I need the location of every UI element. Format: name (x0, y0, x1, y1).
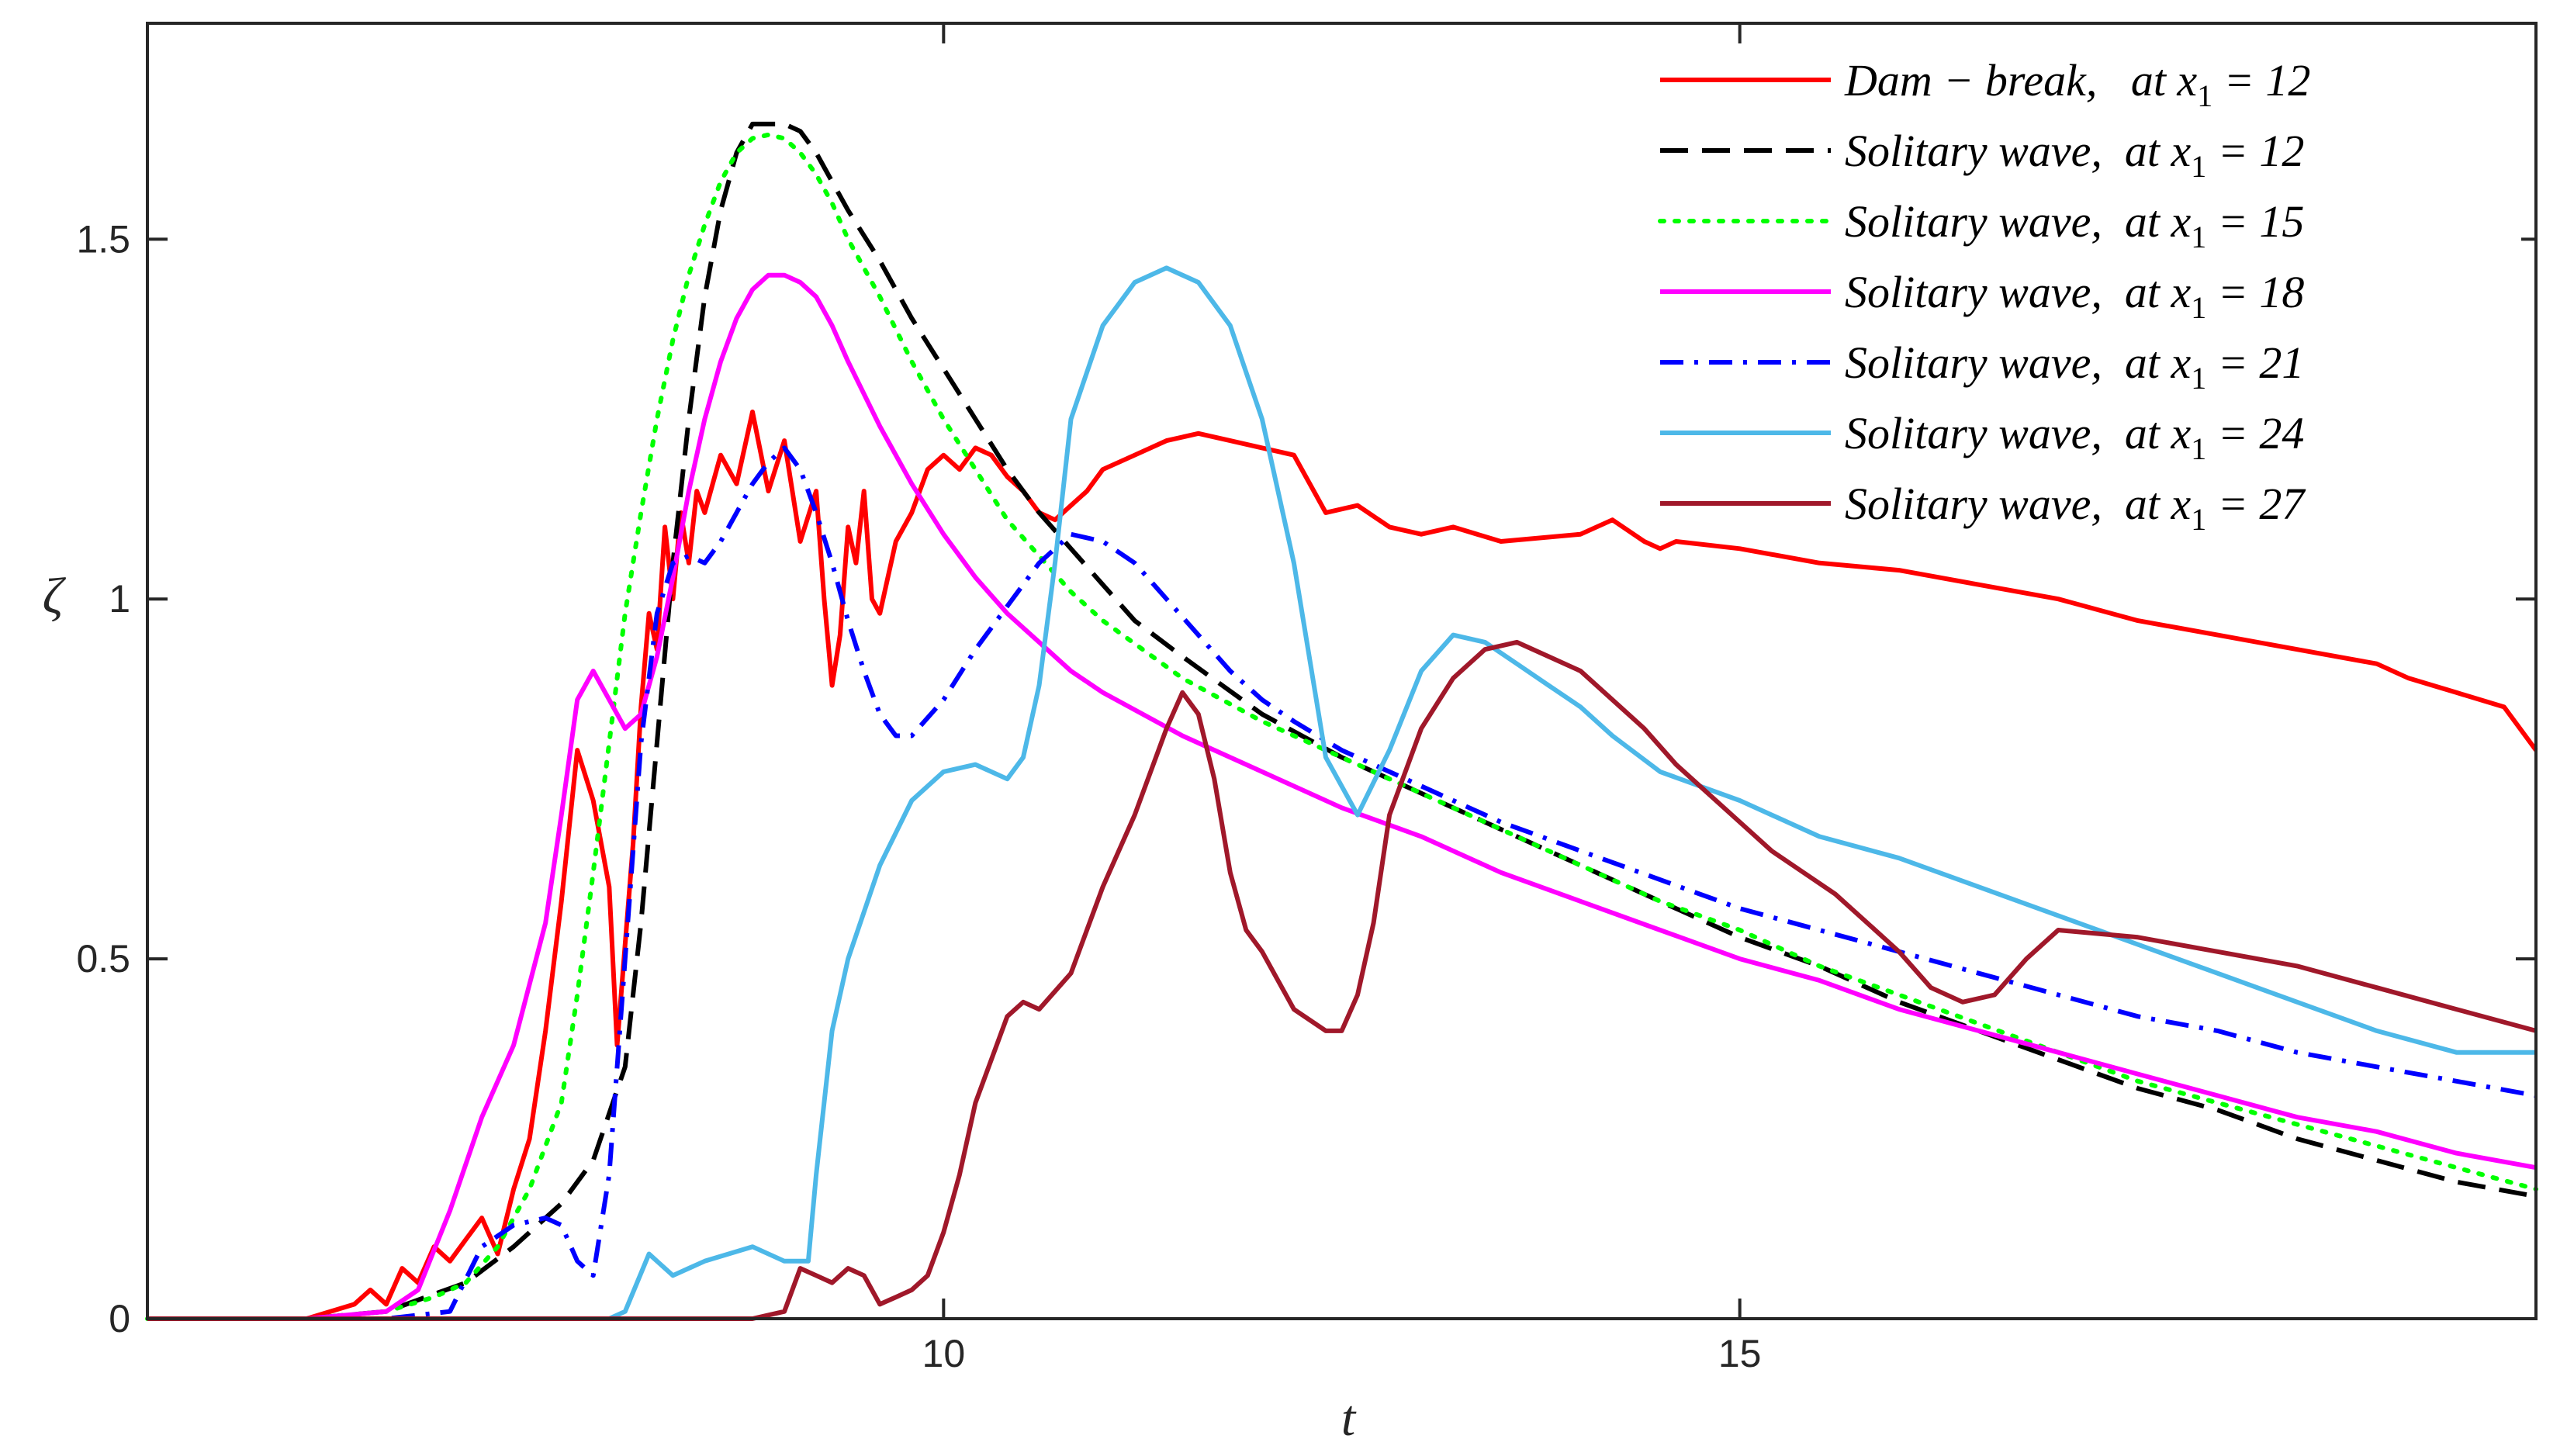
legend-label: Dam − break, at x1 = 12 (1844, 55, 2310, 113)
y-axis-title: ζ (43, 568, 67, 624)
plot-area-frame (146, 22, 2538, 1320)
legend-entry: Solitary wave, at x1 = 24 (1660, 408, 2304, 466)
legend-label: Solitary wave, at x1 = 15 (1845, 196, 2304, 254)
series-line-6 (147, 265, 2536, 1321)
legend-entry: Dam − break, at x1 = 12 (1660, 55, 2310, 113)
series-line-3 (145, 132, 2538, 1321)
legend-entry: Solitary wave, at x1 = 21 (1660, 337, 2304, 396)
series-line-1 (147, 410, 2538, 1321)
x-tick-label: 10 (922, 1332, 966, 1375)
legend-entry: Solitary wave, at x1 = 27 (1660, 479, 2306, 537)
y-tick-label: 0.5 (76, 937, 130, 980)
legend-label: Solitary wave, at x1 = 27 (1845, 479, 2306, 537)
legend-label: Solitary wave, at x1 = 21 (1845, 337, 2304, 396)
legend-entry: Solitary wave, at x1 = 15 (1658, 196, 2304, 254)
legend-label: Solitary wave, at x1 = 12 (1845, 126, 2304, 184)
series-line-7 (147, 639, 2537, 1321)
y-tick-label: 0 (109, 1297, 130, 1340)
y-tick-label: 1.5 (76, 217, 130, 261)
axis-ticks (147, 23, 2536, 1320)
legend: Dam − break, at x1 = 12 Solitary wave, at… (1645, 50, 2521, 539)
legend-label: Solitary wave, at x1 = 24 (1845, 408, 2304, 466)
legend-entry: Solitary wave, at x1 = 18 (1660, 267, 2304, 325)
series-line-4 (147, 272, 2537, 1321)
legend-background (1645, 50, 2521, 539)
legend-entry: Solitary wave, at x1 = 12 (1660, 126, 2304, 184)
series-layer (145, 121, 2538, 1321)
y-tick-label: 1 (109, 577, 130, 621)
series-line-5 (147, 445, 2537, 1321)
y-axis-tick-labels: 0 0.5 1 1.5 (76, 217, 130, 1340)
x-axis-title: t (1341, 1390, 1357, 1447)
legend-entries: Dam − break, at x1 = 12 Solitary wave, at… (1658, 55, 2310, 537)
x-tick-label: 15 (1718, 1332, 1762, 1375)
x-axis-tick-labels: 10 15 (922, 1332, 1762, 1375)
legend-label: Solitary wave, at x1 = 18 (1845, 267, 2304, 325)
